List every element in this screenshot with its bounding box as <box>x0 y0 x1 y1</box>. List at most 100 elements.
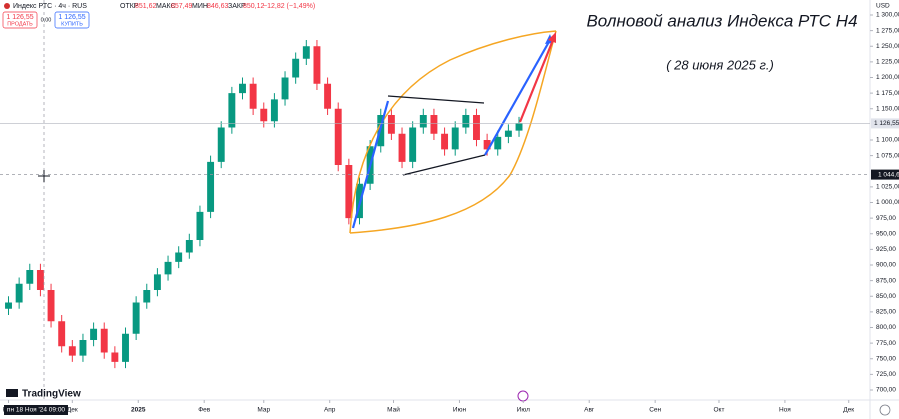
candle-body <box>387 115 395 134</box>
crosshair-cursor <box>38 170 50 182</box>
candle-body <box>196 211 204 240</box>
candle-body <box>281 77 289 100</box>
y-tick-label: 700,00 <box>876 387 896 394</box>
candle-body <box>36 270 44 290</box>
x-tick-label: Окт <box>713 407 724 414</box>
crosshair-price-box <box>871 169 899 180</box>
candle-body <box>239 83 246 94</box>
ohlc-value: 857,49 <box>171 3 193 10</box>
candle-body <box>313 46 321 84</box>
y-tick-label: 1 175,00 <box>876 90 899 97</box>
y-tick-label: 1 100,00 <box>876 137 899 144</box>
candle-body <box>207 161 215 212</box>
chart-title: Волновой анализ Индекса РТС Н4 <box>586 11 857 30</box>
x-tick-label: Мар <box>257 407 270 414</box>
crosshair-time-box <box>4 405 68 415</box>
candle-body <box>462 115 470 128</box>
sell-button[interactable] <box>2 11 38 29</box>
x-tick-label: Фев <box>198 407 211 414</box>
buy-price[interactable]: 1 126,55 <box>58 14 85 21</box>
ohlc-label: МАКС <box>156 3 176 10</box>
candle-body <box>430 115 438 134</box>
x-tick-label: Июн <box>453 407 467 414</box>
candle-body <box>451 127 459 150</box>
x-tick-label: Июл <box>517 407 530 414</box>
change: −12,82 (−1,49%) <box>263 3 315 10</box>
chart-subtitle: ( 28 июня 2025 г.) <box>666 57 774 72</box>
x-tick-label: Апр <box>324 407 336 414</box>
forecast-line <box>518 39 555 123</box>
arrow-head <box>548 32 556 43</box>
buy-button[interactable] <box>54 11 90 29</box>
event-icon[interactable] <box>517 390 529 402</box>
sell-price[interactable]: 1 126,55 <box>6 14 33 21</box>
candle-body <box>122 333 129 362</box>
candle-body <box>324 83 332 109</box>
ohlc-label: ЗАКР <box>228 3 246 10</box>
x-tick-label: Авг <box>584 407 595 414</box>
wave-line <box>484 39 551 156</box>
candle-body <box>111 352 119 362</box>
x-tick-label: Май <box>387 406 400 414</box>
triangle-lower <box>402 154 486 176</box>
brand: TradingView <box>22 389 81 400</box>
y-tick-label: 1 225,00 <box>876 59 899 66</box>
candle-body <box>5 302 12 309</box>
crosshair-time-label: пн 18 Ноя '24 09:00 <box>7 407 66 414</box>
candle-body <box>260 108 268 122</box>
candle-body <box>228 93 236 128</box>
y-tick-label: 900,00 <box>876 262 896 269</box>
candle-body <box>132 302 140 334</box>
candle-body <box>419 115 427 128</box>
candle-body <box>175 252 183 262</box>
symbol: Индекс РТС · 4ч · RUS <box>13 3 87 10</box>
y-tick-label: 1 250,00 <box>876 43 899 50</box>
candle-body <box>398 133 406 162</box>
last-price-box <box>871 118 899 129</box>
candle-body <box>164 261 172 275</box>
candle-body <box>494 136 502 150</box>
currency: USD <box>876 3 890 10</box>
ohlc-value: 846,63 <box>207 3 229 10</box>
y-tick-label: 825,00 <box>876 309 896 316</box>
y-tick-label: 725,00 <box>876 371 896 378</box>
candle-body <box>68 346 76 356</box>
x-tick-label: Сен <box>649 407 661 414</box>
y-tick-label: 800,00 <box>876 324 896 331</box>
flag-icon <box>4 3 10 9</box>
x-tick-label: Ноя <box>779 407 791 414</box>
settings-button[interactable] <box>879 404 891 416</box>
candle-body <box>90 328 98 340</box>
candle-body <box>185 240 193 253</box>
candle-body <box>26 270 34 284</box>
candle-body <box>302 46 310 59</box>
brand-logo <box>6 389 18 397</box>
candle-body <box>100 328 108 353</box>
candle-body <box>483 140 491 150</box>
x-tick-label: Дек <box>843 407 854 414</box>
wave-envelope-upper <box>349 30 557 234</box>
plot-area <box>5 40 523 369</box>
y-tick-label: 925,00 <box>876 246 896 253</box>
candle-body <box>504 130 512 137</box>
candle-body <box>270 99 278 122</box>
candle-body <box>58 321 66 347</box>
buy-label[interactable]: КУПИТЬ <box>61 21 83 27</box>
ohlc-value: 850,12 <box>243 3 265 10</box>
wave-line <box>351 100 390 229</box>
y-tick-label: 1 075,00 <box>876 152 899 159</box>
y-tick-label: 750,00 <box>876 355 896 362</box>
ohlc-value: 851,62 <box>135 3 157 10</box>
wave-envelope-lower <box>349 30 557 234</box>
y-tick-label: 1 150,00 <box>876 105 899 112</box>
y-tick-label: 1 300,00 <box>876 12 899 19</box>
spread: 0,00 <box>41 17 52 23</box>
y-tick-label: 775,00 <box>876 340 896 347</box>
sell-label[interactable]: ПРОДАТЬ <box>7 21 33 27</box>
candle-body <box>409 127 417 162</box>
y-tick-label: 1 000,00 <box>876 199 899 206</box>
